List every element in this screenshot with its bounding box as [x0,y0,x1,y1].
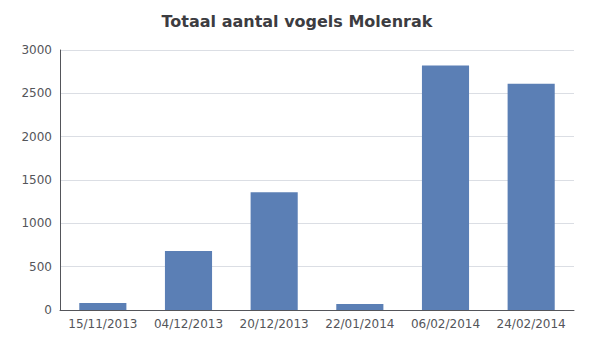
svg-text:15/11/2013: 15/11/2013 [68,317,137,331]
svg-text:0: 0 [44,303,52,317]
svg-text:22/01/2014: 22/01/2014 [325,317,394,331]
svg-text:04/12/2013: 04/12/2013 [154,317,223,331]
svg-text:24/02/2014: 24/02/2014 [497,317,566,331]
svg-text:06/02/2014: 06/02/2014 [411,317,480,331]
svg-text:1000: 1000 [21,216,52,230]
svg-text:Totaal aantal vogels Molenrak: Totaal aantal vogels Molenrak [162,12,433,31]
svg-text:500: 500 [29,260,52,274]
svg-text:1500: 1500 [21,173,52,187]
svg-text:2000: 2000 [21,130,52,144]
svg-text:3000: 3000 [21,43,52,57]
svg-text:2500: 2500 [21,86,52,100]
svg-text:20/12/2013: 20/12/2013 [240,317,309,331]
